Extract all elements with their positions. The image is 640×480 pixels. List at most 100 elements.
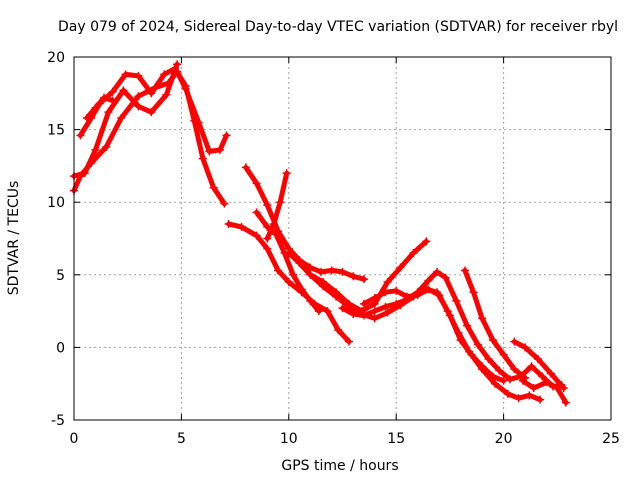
data-point — [117, 113, 126, 122]
data-point — [289, 270, 298, 279]
data-point — [338, 267, 347, 276]
data-point — [147, 108, 156, 117]
data-point — [402, 292, 411, 301]
data-point — [381, 302, 390, 311]
data-point — [561, 398, 570, 407]
data-point — [359, 299, 368, 308]
data-point — [162, 90, 171, 99]
data-point — [514, 394, 523, 403]
data-point — [276, 198, 285, 207]
data-point — [102, 143, 111, 152]
data-point — [521, 343, 530, 352]
y-tick-label: 0 — [56, 340, 65, 356]
data-point — [306, 263, 315, 272]
axis-ticks — [73, 56, 612, 421]
data-point — [433, 267, 442, 276]
data-point — [216, 145, 225, 154]
data-point — [452, 296, 461, 305]
data-point — [424, 285, 433, 294]
data-point — [392, 299, 401, 308]
y-tick-label: 10 — [47, 195, 65, 211]
x-tick-label: 10 — [280, 431, 298, 447]
data-point — [220, 199, 229, 208]
x-axis-label: GPS time / hours — [281, 458, 398, 474]
data-point — [323, 307, 332, 316]
data-point — [503, 389, 512, 398]
data-point — [252, 231, 261, 240]
x-tick-labels: 0 5 10 15 20 25 — [70, 431, 620, 447]
data-point — [134, 92, 143, 101]
data-point — [205, 147, 214, 156]
data-point — [173, 60, 182, 69]
data-point — [252, 208, 261, 217]
data-point — [383, 308, 392, 317]
data-point — [108, 87, 117, 96]
data-point — [441, 273, 450, 282]
y-tick-label: -5 — [51, 413, 65, 429]
data-point — [506, 375, 515, 384]
data-point — [495, 366, 504, 375]
data-point — [134, 71, 143, 80]
data-point — [108, 96, 117, 105]
data-point — [344, 337, 353, 346]
x-tick-label: 15 — [387, 431, 405, 447]
data-point — [317, 267, 326, 276]
data-point — [282, 169, 291, 178]
data-point — [80, 169, 89, 178]
data-point — [297, 285, 306, 294]
data-point — [499, 376, 508, 385]
data-point — [327, 266, 336, 275]
series-track-1 — [71, 69, 229, 194]
series-track-11 — [340, 269, 565, 390]
data-point — [160, 70, 169, 79]
data-point — [222, 131, 231, 140]
data-point — [529, 384, 538, 393]
data-point — [314, 307, 323, 316]
data-point — [224, 219, 233, 228]
data-point — [435, 291, 444, 300]
data-point — [525, 391, 534, 400]
data-point — [536, 395, 545, 404]
data-point — [306, 296, 315, 305]
data-point — [237, 222, 246, 231]
data-point — [263, 234, 272, 243]
data-point — [488, 372, 497, 381]
data-point — [76, 131, 85, 140]
data-point — [381, 288, 390, 297]
data-point — [349, 272, 358, 281]
data-point — [533, 355, 542, 364]
data-point — [359, 275, 368, 284]
data-point — [546, 369, 555, 378]
grid-lines — [74, 57, 611, 420]
series-track-9 — [286, 238, 429, 314]
data-point — [392, 286, 401, 295]
data-point — [263, 244, 272, 253]
data-point — [538, 372, 547, 381]
data-point — [269, 219, 278, 228]
data-point — [82, 113, 91, 122]
data-point — [119, 86, 128, 95]
data-point — [424, 276, 433, 285]
data-point — [319, 282, 328, 291]
series-track-8 — [264, 170, 290, 241]
data-point — [484, 355, 493, 364]
data-point — [91, 103, 100, 112]
data-point — [295, 259, 304, 268]
data-point — [241, 163, 250, 172]
data-point — [510, 365, 519, 374]
data-point — [359, 311, 368, 320]
data-point — [488, 336, 497, 345]
data-point — [338, 304, 347, 313]
y-tick-labels: -5 0 5 10 15 20 — [47, 50, 65, 429]
data-point — [445, 311, 454, 320]
data-point — [284, 249, 293, 258]
data-point — [370, 307, 379, 316]
data-point — [306, 270, 315, 279]
data-point — [134, 102, 143, 111]
chart-title: Day 079 of 2024, Sidereal Day-to-day VTE… — [58, 19, 618, 35]
data-point — [190, 116, 199, 125]
x-tick-label: 0 — [70, 431, 79, 447]
data-series — [70, 60, 570, 407]
x-tick-label: 25 — [602, 431, 620, 447]
